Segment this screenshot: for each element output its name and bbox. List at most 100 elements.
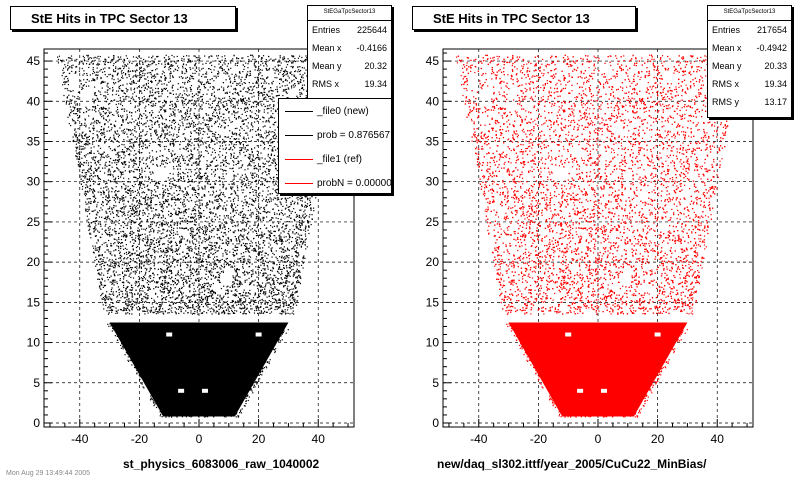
data-point (184, 102, 186, 105)
data-point (249, 192, 251, 194)
data-point (261, 233, 263, 235)
data-point (104, 107, 106, 110)
data-point (274, 121, 276, 124)
data-point (250, 308, 252, 310)
data-point (154, 257, 156, 259)
data-point (288, 273, 290, 275)
data-point (269, 238, 271, 240)
data-point (134, 273, 136, 275)
data-point (303, 255, 305, 257)
data-point (211, 168, 213, 171)
data-point (189, 216, 192, 219)
data-point (176, 136, 178, 138)
data-point (116, 215, 118, 217)
data-point (117, 167, 119, 170)
data-point (190, 306, 192, 309)
data-point (206, 73, 208, 75)
data-point (297, 82, 299, 85)
data-point (132, 258, 135, 260)
data-point (183, 83, 186, 85)
data-point (130, 209, 132, 212)
data-point (285, 281, 287, 283)
data-point (106, 203, 108, 205)
data-point (116, 296, 118, 298)
data-point (205, 177, 207, 179)
data-point (223, 225, 225, 227)
data-point (188, 102, 190, 104)
data-point (202, 300, 204, 302)
data-point (131, 294, 133, 296)
data-point (146, 238, 149, 240)
data-point (153, 311, 155, 313)
data-point (104, 172, 106, 174)
data-point (194, 147, 196, 149)
data-point (250, 203, 252, 205)
data-point (270, 138, 273, 140)
data-point (176, 279, 178, 281)
data-point (144, 233, 146, 235)
data-point (229, 148, 232, 150)
data-point (199, 154, 201, 156)
data-point (136, 178, 138, 180)
data-point (303, 67, 305, 69)
data-point (241, 181, 243, 183)
data-point (198, 244, 201, 247)
data-point (87, 164, 90, 166)
data-point (271, 193, 273, 195)
data-point (200, 228, 202, 230)
data-point (225, 108, 227, 111)
data-point (161, 163, 163, 165)
data-point (148, 231, 151, 233)
data-point (104, 230, 106, 232)
data-point (138, 183, 140, 185)
data-point (286, 275, 288, 277)
data-point (226, 91, 228, 93)
data-point (270, 311, 273, 313)
data-point (215, 97, 217, 99)
data-point (107, 174, 109, 176)
data-point (202, 116, 204, 119)
data-point (146, 99, 148, 101)
data-point (222, 296, 224, 299)
data-point (177, 280, 179, 282)
data-point (196, 311, 198, 313)
data-point (237, 223, 239, 225)
data-point (146, 282, 148, 284)
data-point (241, 228, 244, 230)
data-point (210, 71, 213, 73)
data-point (151, 110, 153, 112)
data-point (121, 181, 123, 183)
data-point (195, 93, 197, 95)
data-point (167, 58, 170, 61)
data-point (138, 243, 140, 245)
data-point (225, 289, 227, 291)
data-point (180, 298, 182, 300)
data-point (194, 310, 196, 313)
data-point (269, 140, 271, 142)
data-point (194, 64, 196, 66)
data-point (277, 178, 279, 180)
data-point (227, 290, 229, 292)
data-point (111, 254, 113, 256)
data-point (119, 88, 121, 90)
data-point (137, 202, 140, 204)
data-point (110, 275, 112, 277)
data-point (229, 251, 231, 253)
data-point (83, 169, 85, 171)
data-point (91, 138, 94, 140)
data-point (62, 72, 64, 74)
data-point (245, 308, 247, 311)
data-point (262, 55, 265, 57)
data-point (114, 198, 117, 200)
data-point (160, 304, 162, 306)
data-point (260, 285, 263, 287)
data-point (191, 248, 193, 250)
data-point (123, 62, 125, 64)
data-point (259, 157, 261, 159)
data-point (170, 278, 172, 280)
data-point (242, 303, 244, 305)
data-point (93, 194, 95, 196)
data-point (199, 177, 201, 179)
data-point (243, 217, 245, 219)
data-point (129, 258, 132, 260)
